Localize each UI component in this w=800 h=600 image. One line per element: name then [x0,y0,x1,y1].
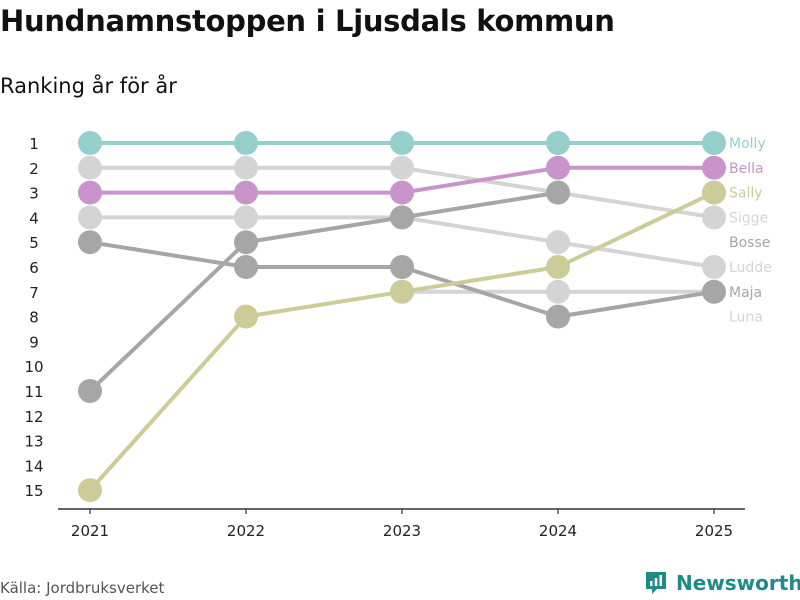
series-line-sally [88,190,715,492]
x-tick-label: 2022 [227,522,265,540]
end-label-luna: Luna [729,310,763,326]
data-point-bella[interactable] [390,180,414,205]
end-label-ludde: Ludde [729,260,772,276]
y-tick-label: 9 [29,333,39,351]
end-label-sigge: Sigge [729,210,768,226]
series-line-bosse [88,190,559,393]
source-note: Källa: Jordbruksverket [0,579,165,597]
data-point-molly[interactable] [702,131,726,155]
data-point-maja[interactable] [702,279,726,304]
data-point-bosse[interactable] [390,205,414,230]
x-tick-label: 2023 [383,522,421,540]
series-points [78,131,726,503]
y-tick-label: 6 [29,259,39,277]
data-point-bosse[interactable] [78,379,102,403]
data-point-maja[interactable] [546,304,570,329]
data-point-bella[interactable] [702,155,726,180]
data-point-bella[interactable] [78,180,102,205]
data-point-maja[interactable] [390,255,414,279]
data-point-sigge[interactable] [702,205,726,230]
y-tick-label: 4 [29,209,39,227]
y-tick-label: 1 [29,135,39,153]
y-tick-label: 8 [29,309,39,327]
y-tick-label: 3 [29,185,39,203]
data-point-sally[interactable] [702,180,726,205]
newsworthy-logo[interactable]: Newsworthy [644,570,800,596]
data-point-molly[interactable] [78,131,102,155]
end-label-molly: Molly [729,136,766,152]
data-point-bosse[interactable] [234,230,258,255]
y-tick-label: 11 [24,383,43,401]
end-label-sally: Sally [729,186,763,202]
y-tick-label: 5 [29,234,39,252]
data-point-molly[interactable] [390,131,414,155]
y-tick-label: 7 [29,284,39,302]
data-point-maja[interactable] [78,230,102,255]
end-label-bella: Bella [729,161,764,177]
data-point-bella[interactable] [546,155,570,180]
data-point-luna[interactable] [546,279,570,304]
y-tick-label: 10 [24,358,43,376]
chart-subtitle: Ranking år för år [0,74,177,98]
series-end-labels: Molly Bella Sally Sigge Bosse Ludde Maja Luna [729,136,772,326]
data-point-sigge[interactable] [390,155,414,180]
data-point-sally[interactable] [390,279,414,304]
data-point-ludde[interactable] [78,205,102,230]
data-point-sally[interactable] [546,255,570,279]
x-axis: 2021 2022 2023 2024 2025 [58,508,745,540]
data-point-ludde[interactable] [234,205,258,230]
data-point-ludde[interactable] [702,255,726,279]
y-tick-label: 15 [24,482,43,500]
data-point-bosse[interactable] [546,180,570,205]
data-point-molly[interactable] [234,131,258,155]
x-tick-label: 2025 [695,522,733,540]
x-tick-label: 2024 [539,522,577,540]
data-point-molly[interactable] [546,131,570,155]
newsworthy-icon [646,572,666,594]
chart-title: Hundnamnstoppen i Ljusdals kommun [0,4,615,38]
x-tick-label: 2021 [71,522,109,540]
y-tick-label: 2 [29,160,39,178]
data-point-sigge[interactable] [78,155,102,180]
end-label-maja: Maja [729,285,762,301]
data-point-sigge[interactable] [234,155,258,180]
data-point-sally[interactable] [234,304,258,329]
y-tick-label: 14 [24,457,43,475]
y-tick-label: 12 [24,408,43,426]
data-point-bella[interactable] [234,180,258,205]
data-point-maja[interactable] [234,255,258,279]
newsworthy-wordmark: Newsworthy [676,571,800,595]
end-label-bosse: Bosse [729,235,770,251]
y-tick-label: 13 [24,433,43,451]
data-point-ludde[interactable] [546,230,570,255]
data-point-sally[interactable] [78,478,102,503]
